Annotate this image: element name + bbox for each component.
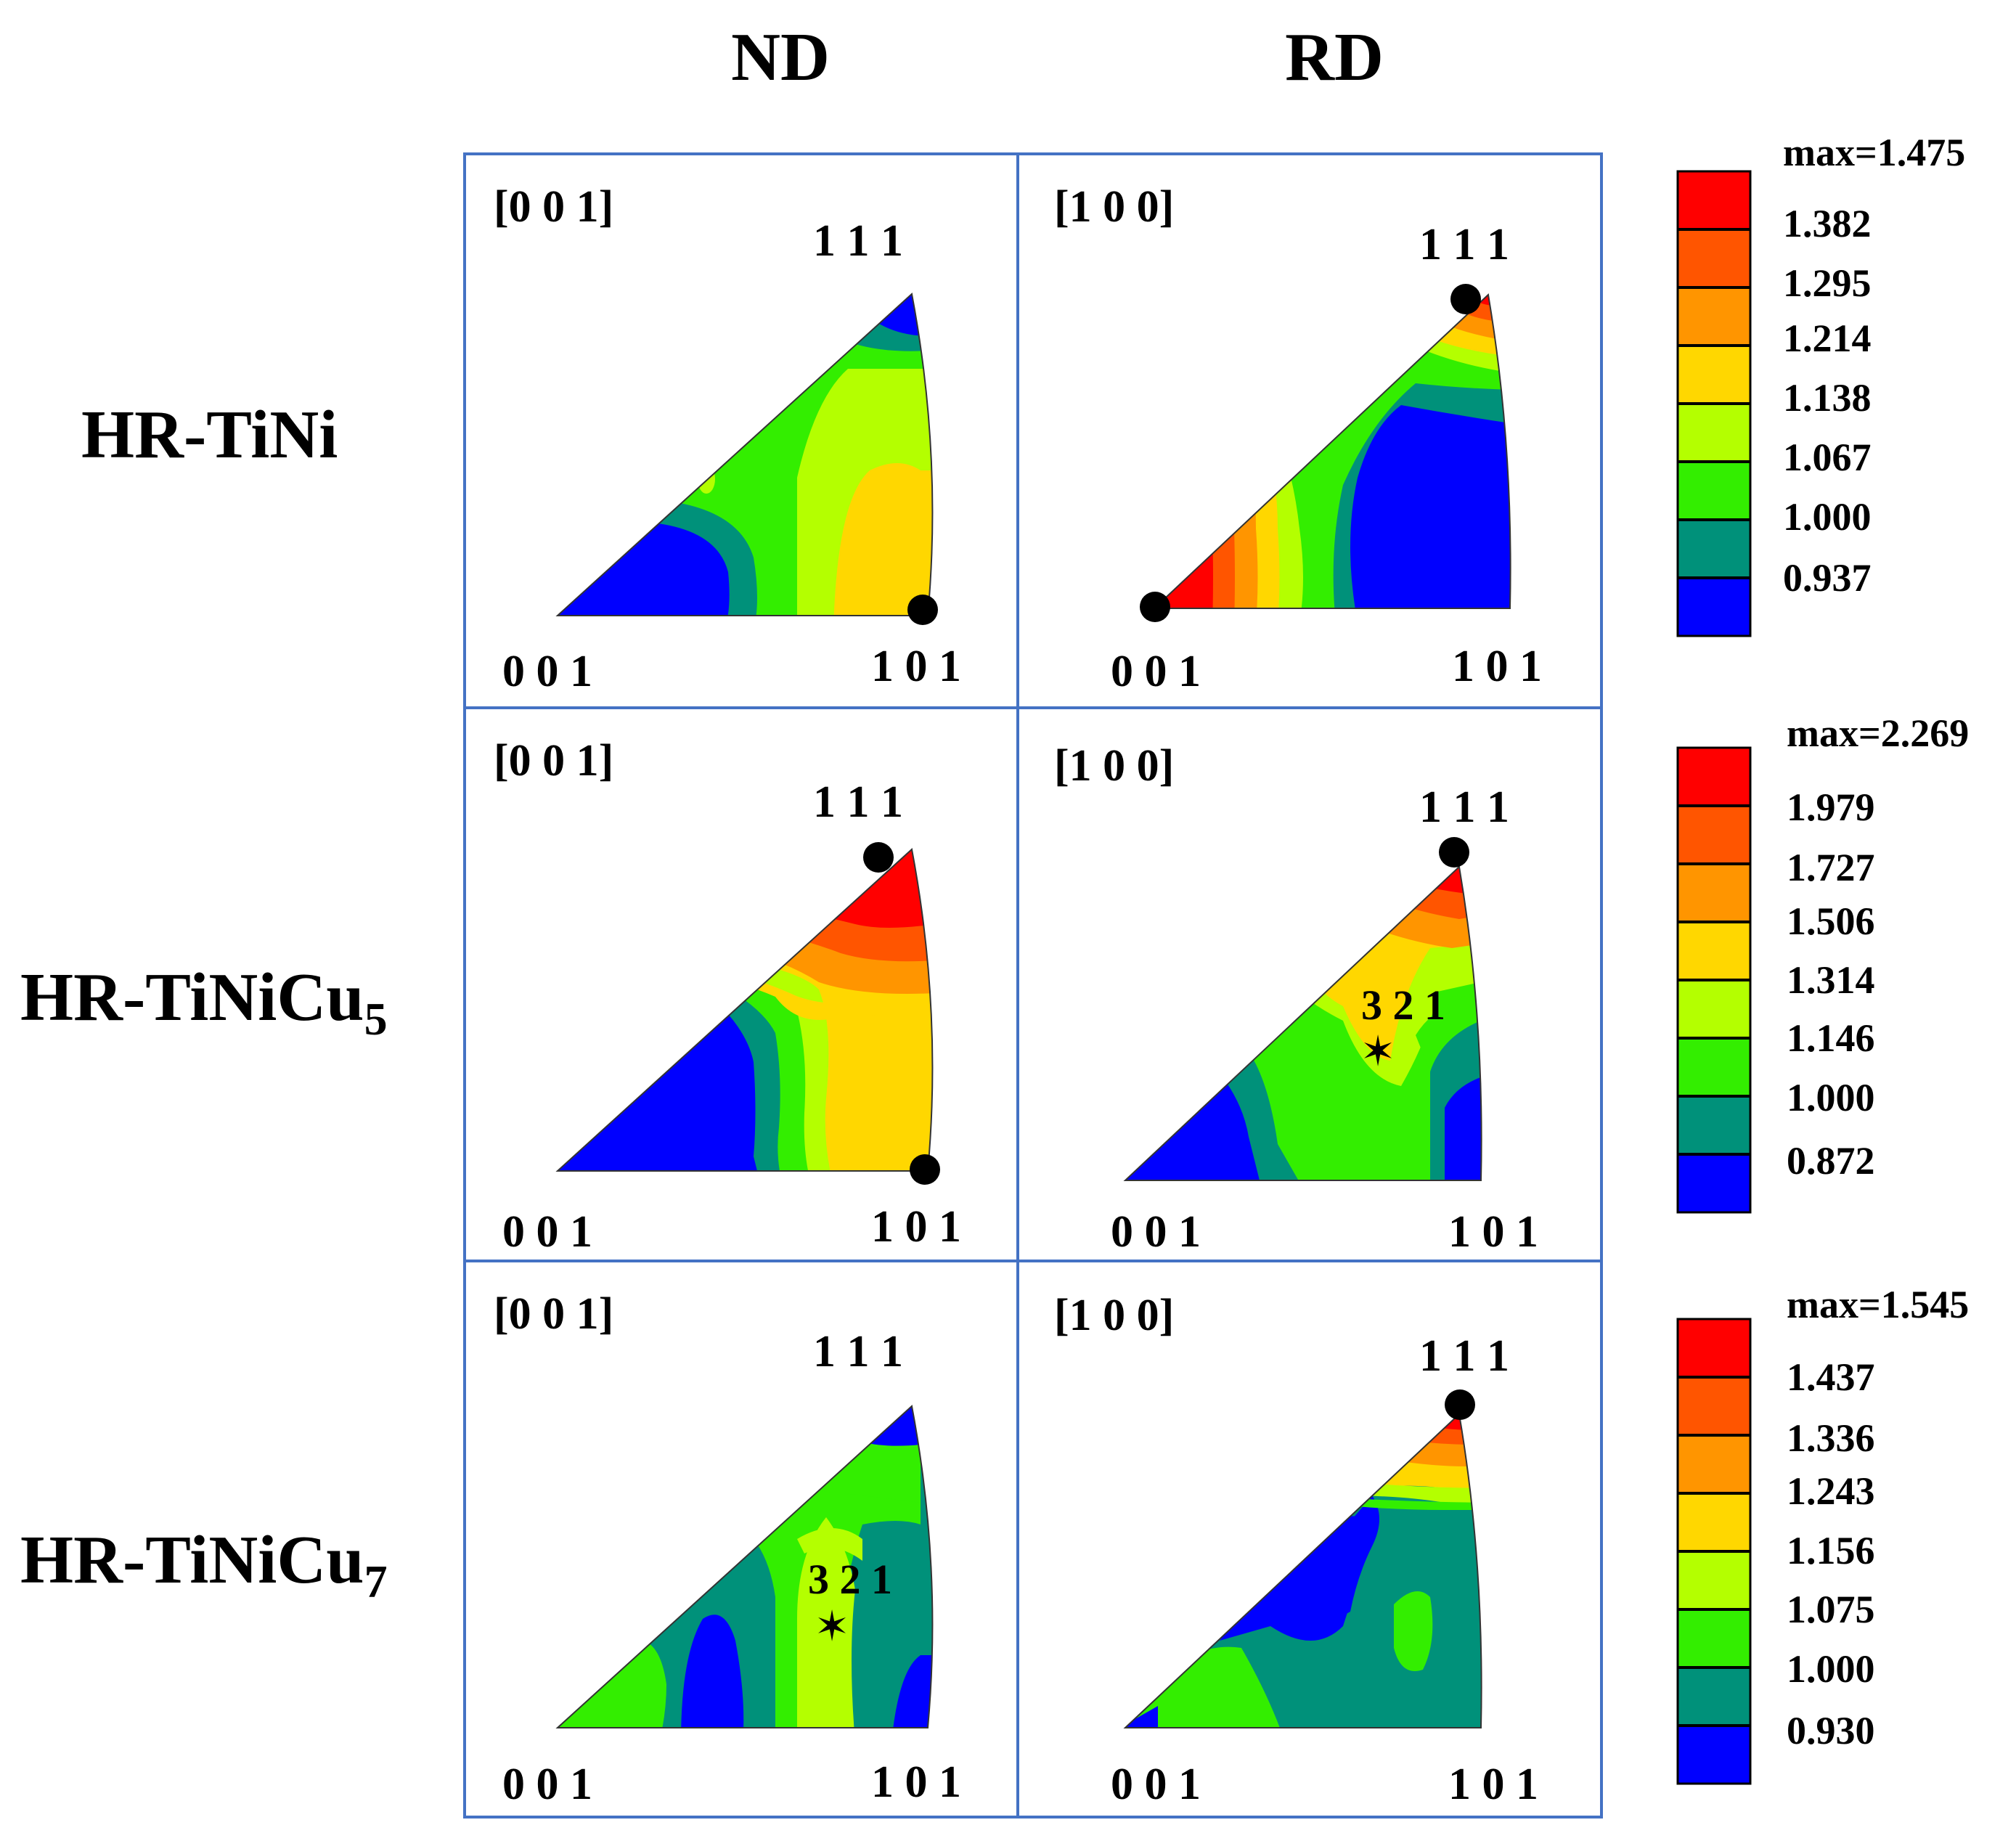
pole-marker-111 [1450,284,1481,314]
sample-direction-label: [1 0 0] [1054,182,1174,232]
scale-level-label: 1.138 [1783,376,1872,420]
star-marker: ✶ [815,1601,850,1651]
ipf-triangle-nd-2 [555,842,940,1185]
sample-direction-label: [0 0 1] [494,1289,613,1339]
scale-max-label: max=1.545 [1787,1283,1969,1326]
row-label-subscript: 7 [364,1556,388,1607]
panel-nd-row3: [0 0 1] ✶ 3 2 1 0 0 1 1 0 1 1 1 1 [494,1289,961,1809]
corner-label-origin: 0 0 1 [1111,647,1201,696]
star-marker: ✶ [1360,1026,1396,1076]
corner-label-origin: 0 0 1 [502,647,592,696]
sample-direction-label: [1 0 0] [1054,1291,1174,1340]
scale-level-label: 1.243 [1787,1469,1875,1513]
color-scale-1: max=1.475 1.382 1.295 1.214 1.138 1.067 … [1676,131,1965,637]
ipf-triangle-nd-1 [555,293,938,625]
corner-label-top: 1 1 1 [813,1327,903,1376]
scale-level-label: 1.146 [1787,1016,1875,1060]
corner-label-right: 1 0 1 [871,1758,961,1807]
scale-level-label: 1.979 [1787,785,1875,829]
scale-level-label: 1.000 [1787,1647,1875,1691]
panel-frame-nd-1 [463,152,1019,709]
panel-rd-row1: [1 0 0] 0 0 1 1 0 1 [1054,182,1542,696]
pole-marker-111 [1439,837,1469,868]
star-label-321: 3 2 1 [1361,981,1445,1029]
corner-label-origin: 0 0 1 [1111,1207,1201,1257]
sample-direction-label: [0 0 1] [494,736,613,785]
row-label-subscript: 5 [364,993,388,1045]
scale-max-label: max=2.269 [1787,711,1969,755]
corner-label-right: 1 0 1 [1448,1760,1538,1809]
pole-marker-111 [863,842,894,873]
scale-level-label: 1.437 [1787,1355,1875,1399]
corner-label-right: 1 0 1 [1448,1207,1538,1257]
scale-level-label: 1.000 [1783,495,1872,539]
panel-nd-row1: [0 0 1] 0 0 1 1 0 1 1 1 1 [494,182,961,696]
star-label-321: 3 2 1 [808,1556,892,1603]
corner-label-origin: 0 0 1 [502,1760,592,1809]
corner-label-top: 1 1 1 [1419,220,1509,269]
color-scale-3: max=1.545 1.437 1.336 1.243 1.156 1.075 … [1676,1283,1969,1785]
corner-label-origin: 0 0 1 [502,1207,592,1257]
scale-level-label: 1.727 [1787,846,1875,889]
panel-frame-nd-3 [463,1260,1019,1818]
row-label-hr-tinicu7: HR-TiNiCu7 [20,1522,388,1607]
scale-max-label: max=1.475 [1783,131,1965,174]
sample-direction-label: [0 0 1] [494,182,613,232]
sample-direction-label: [1 0 0] [1054,741,1174,791]
scale-level-label: 0.930 [1787,1709,1875,1752]
corner-label-right: 1 0 1 [871,1202,961,1252]
panel-rd-row2: [1 0 0] ✶ 3 2 1 0 0 1 1 0 1 1 1 1 [1054,741,1538,1257]
row-label-hr-tini: HR-TiNi [81,397,338,473]
pole-marker-111 [1445,1389,1475,1420]
panel-rd-row3: [1 0 0] 0 0 1 1 0 1 1 1 1 [1054,1291,1538,1809]
scale-level-label: 1.000 [1787,1076,1875,1119]
ipf-triangle-nd-3: ✶ 3 2 1 [555,1405,934,1728]
column-header-nd: ND [731,20,830,95]
corner-label-origin: 0 0 1 [1111,1760,1201,1809]
scale-level-label: 1.336 [1787,1416,1875,1460]
ipf-triangle-rd-2: ✶ 3 2 1 [1123,837,1482,1181]
pole-marker-101 [907,595,938,625]
corner-label-right: 1 0 1 [871,642,961,691]
row-label-hr-tinicu5: HR-TiNiCu5 [20,960,388,1045]
pole-marker-001 [1140,592,1170,622]
scale-level-label: 1.075 [1787,1588,1875,1631]
corner-label-top: 1 1 1 [1419,783,1509,832]
ipf-triangle-rd-3 [1123,1389,1482,1728]
ipf-triangle-rd-1 [1140,284,1511,622]
scale-level-label: 1.067 [1783,436,1872,479]
corner-label-top: 1 1 1 [813,216,903,266]
panel-frame-rd-3 [1016,1260,1603,1818]
corner-label-top: 1 1 1 [1419,1331,1509,1381]
scale-level-label: 1.314 [1787,958,1875,1002]
scale-level-label: 1.214 [1783,317,1872,360]
pole-marker-101 [910,1154,940,1185]
scale-level-label: 0.872 [1787,1139,1875,1183]
panel-frame-rd-1 [1016,152,1603,709]
scale-level-label: 1.156 [1787,1529,1875,1572]
corner-label-right: 1 0 1 [1452,642,1542,691]
scale-level-label: 0.937 [1783,556,1872,600]
scale-level-label: 1.295 [1783,261,1872,305]
panel-nd-row2: [0 0 1] 0 0 1 1 0 1 1 1 1 [494,736,961,1257]
column-header-rd: RD [1285,20,1384,95]
scale-level-label: 1.382 [1783,202,1872,245]
color-scale-2: max=2.269 1.979 1.727 1.506 1.314 1.146 … [1676,711,1969,1214]
scale-level-label: 1.506 [1787,899,1875,943]
corner-label-top: 1 1 1 [813,777,903,827]
